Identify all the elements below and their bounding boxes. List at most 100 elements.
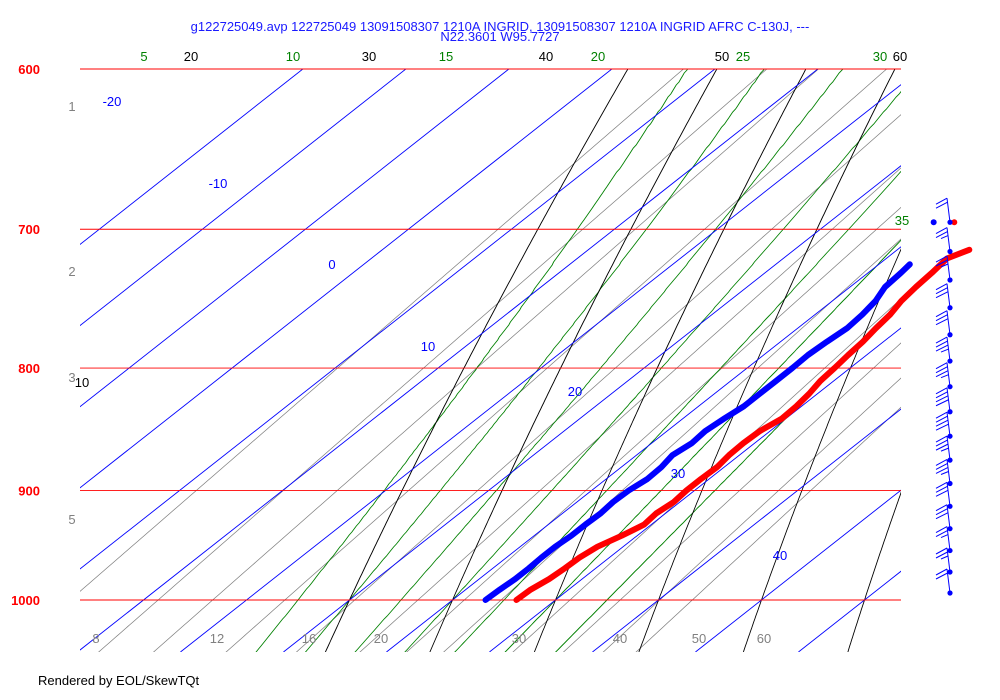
wind-barb-half-flag <box>940 447 949 452</box>
wind-barb-half-flag <box>940 555 949 560</box>
wind-barb-half-flag <box>940 471 949 475</box>
temperature-profile <box>513 246 973 603</box>
isotherm-line <box>592 408 901 652</box>
wind-barb-flag <box>935 508 948 516</box>
mixing-ratio-label: 3 <box>68 370 75 385</box>
wind-barbs <box>935 197 953 596</box>
dry-adiabats <box>324 69 901 652</box>
wind-barb-flag <box>935 411 948 419</box>
moist-adiabat-label: 30 <box>873 49 887 64</box>
sounding-profiles <box>482 219 973 603</box>
wind-barb-flag <box>935 435 948 443</box>
isotherm-line <box>695 489 901 652</box>
wind-barb <box>935 362 953 390</box>
wind-barb-flag <box>935 489 949 497</box>
isotherm-line <box>489 327 901 652</box>
dewpoint-marker <box>930 219 937 226</box>
isobar-label: 1000 <box>11 593 40 608</box>
wind-barb-flag <box>935 310 948 318</box>
moist-adiabat-label: 15 <box>439 49 453 64</box>
wind-barb-flag <box>935 227 948 234</box>
wind-barb-shaft <box>946 198 951 223</box>
wind-barb-flag <box>935 395 949 403</box>
dry-adiabat-label: 20 <box>184 49 198 64</box>
wind-barb <box>935 504 953 532</box>
mixing-ratio-line <box>562 342 901 652</box>
isotherm-line <box>386 246 901 652</box>
wind-barb-flag <box>935 568 948 576</box>
wind-barb-flag <box>935 419 949 427</box>
mixing-ratio-label: 30 <box>512 631 526 646</box>
wind-barb-flag <box>935 530 948 538</box>
mixing-ratio-label: 40 <box>613 631 627 646</box>
mixing-ratio-label: 60 <box>757 631 771 646</box>
wind-barb-shaft <box>946 310 951 335</box>
isobar-label: 800 <box>18 361 40 376</box>
wind-barb-flag <box>935 391 948 399</box>
isotherm-label: 0 <box>328 257 335 272</box>
isotherm-line <box>283 165 901 652</box>
wind-barb <box>935 435 953 463</box>
mixing-ratio-label: 12 <box>210 631 224 646</box>
mixing-ratio-line <box>295 114 901 652</box>
dry-adiabat-label: 60 <box>893 49 907 64</box>
moist-adiabat-line <box>255 69 689 652</box>
isotherm-line <box>798 570 901 652</box>
moist-adiabat-line <box>504 239 901 652</box>
mixing-ratio-label: 5 <box>68 512 75 527</box>
mixing-ratio-label: 20 <box>374 631 388 646</box>
wind-barb-flag <box>935 362 948 370</box>
isotherm-line <box>80 69 407 327</box>
wind-barb-half-flag <box>940 235 949 239</box>
wind-barb <box>935 526 953 554</box>
dry-adiabat-label: 30 <box>362 49 376 64</box>
isotherm-label: -20 <box>103 94 122 109</box>
moist-adiabat-label: 20 <box>591 49 605 64</box>
dry-adiabat-line <box>847 491 901 652</box>
wind-barb-flag <box>935 344 949 352</box>
moist-adiabat-label: 25 <box>736 49 750 64</box>
isotherm-line <box>80 69 304 246</box>
isotherm-label: -10 <box>209 176 228 191</box>
mixing-ratio-label: 8 <box>92 631 99 646</box>
mixing-ratio-line <box>635 406 901 652</box>
wind-barb-flag <box>935 423 949 431</box>
wind-barb-flag <box>935 340 948 348</box>
wind-barb-half-flag <box>940 348 949 353</box>
wind-barb-half-flag <box>940 263 949 268</box>
wind-barb-flag <box>935 485 948 493</box>
wind-barb-flag <box>935 481 948 489</box>
moist-adiabat-label: 10 <box>286 49 300 64</box>
axis-labels: 600 700 800 900 1000 -20 -10 0 10 20 30 40 10 20 30 40 5… <box>11 49 909 646</box>
wind-barb-flag <box>935 387 948 395</box>
mixing-ratio-label: 1 <box>68 99 75 114</box>
moist-adiabat-label: 5 <box>140 49 147 64</box>
wind-barb-flag <box>935 443 949 451</box>
wind-barb-flag <box>935 572 948 580</box>
renderer-footer: Rendered by EOL/SkewTQt <box>38 673 200 688</box>
wind-barb-half-flag <box>940 374 949 379</box>
dry-adiabat-label: 10 <box>75 375 89 390</box>
dry-adiabat-line <box>429 69 718 652</box>
mixing-ratio-line <box>602 377 901 652</box>
mixing-ratio-lines <box>80 69 901 652</box>
wind-barb <box>935 255 953 283</box>
wind-barb <box>935 227 953 255</box>
chart-subtitle-location: N22.3601 W95.7727 <box>440 29 560 44</box>
wind-barb-flag <box>935 283 948 291</box>
mixing-ratio-line <box>80 69 685 592</box>
mixing-ratio-line <box>98 69 768 652</box>
wind-barb <box>935 459 953 487</box>
isobar-label: 900 <box>18 483 40 498</box>
isotherm-line <box>180 84 901 652</box>
isotherms <box>80 69 901 652</box>
wind-barb-flag <box>935 231 948 238</box>
moist-adiabat-line <box>354 69 844 652</box>
isobar-label: 600 <box>18 62 40 77</box>
wind-barb <box>935 283 953 311</box>
moist-adiabat-line <box>404 90 901 652</box>
wind-barb <box>935 336 953 364</box>
isotherm-label: 30 <box>671 466 685 481</box>
moist-adiabat-label: 35 <box>895 213 909 228</box>
